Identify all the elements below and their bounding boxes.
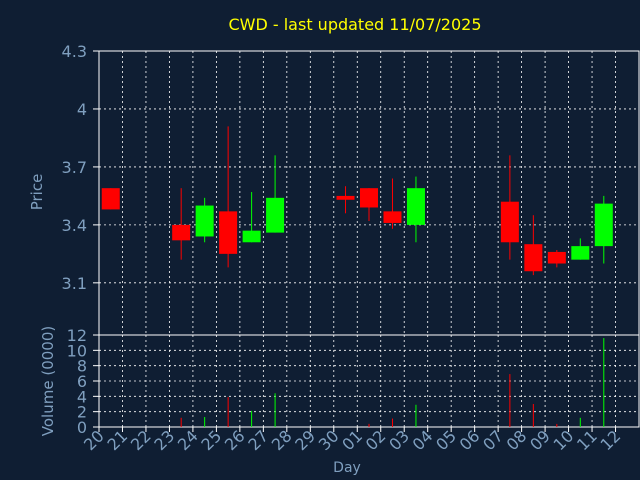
price-tick-label: 3.1 <box>62 274 87 293</box>
candle <box>360 188 378 222</box>
price-panel: 4.3 4 3.7 3.4 3.1 <box>62 42 640 336</box>
volume-tick-label: 6 <box>77 372 87 391</box>
candle-body <box>524 244 543 272</box>
x-tick-label: 12 <box>597 426 625 454</box>
volume-bars <box>180 338 605 427</box>
y-axis-label: Price <box>28 174 46 211</box>
volume-grid <box>99 334 639 428</box>
candle <box>101 188 120 210</box>
candle <box>594 195 613 264</box>
price-tick-label: 4 <box>77 100 87 119</box>
price-tick-label: 4.3 <box>62 42 87 61</box>
chart-title: CWD - last updated 11/07/2025 <box>228 15 481 34</box>
volume-tick-label: 4 <box>77 387 87 406</box>
candle-body <box>383 211 402 223</box>
candle <box>219 126 238 268</box>
price-tick-labels: 4.3 4 3.7 3.4 3.1 <box>62 42 99 293</box>
candle-body <box>172 224 191 241</box>
candle <box>266 155 285 233</box>
candle-body <box>571 246 590 260</box>
volume-tick-label: 0 <box>77 418 87 437</box>
price-tick-label: 3.7 <box>62 158 87 177</box>
candle <box>524 215 543 276</box>
candle-body <box>242 230 261 243</box>
candle <box>571 238 590 260</box>
candle-body <box>594 203 613 247</box>
candle <box>242 192 261 243</box>
candle-body <box>500 201 519 243</box>
candle <box>406 176 425 243</box>
candle-body <box>360 188 378 208</box>
candle <box>195 197 214 243</box>
candle-body <box>101 188 120 210</box>
candle-body <box>336 195 355 200</box>
volume-tick-label: 8 <box>77 357 87 376</box>
candle-body <box>195 205 214 237</box>
candle-body <box>266 197 285 233</box>
x-tick-labels: 2021222324252627282930010203040506070809… <box>80 426 624 454</box>
volume-tick-label: 12 <box>67 326 87 345</box>
candle <box>547 249 566 268</box>
volume-axis-label: Volume (0000) <box>39 326 57 436</box>
price-tick-label: 3.4 <box>62 216 87 235</box>
candle-body <box>406 188 425 225</box>
candle <box>172 188 191 260</box>
x-axis-label: Day <box>333 460 361 476</box>
candle <box>383 178 402 229</box>
volume-tick-label: 10 <box>67 341 87 360</box>
candle-body <box>219 211 238 254</box>
candle-body <box>547 251 566 264</box>
volume-tick-label: 2 <box>77 403 87 422</box>
candle <box>500 155 519 260</box>
candle <box>336 186 355 214</box>
candles <box>101 126 613 276</box>
price-grid <box>99 50 639 335</box>
